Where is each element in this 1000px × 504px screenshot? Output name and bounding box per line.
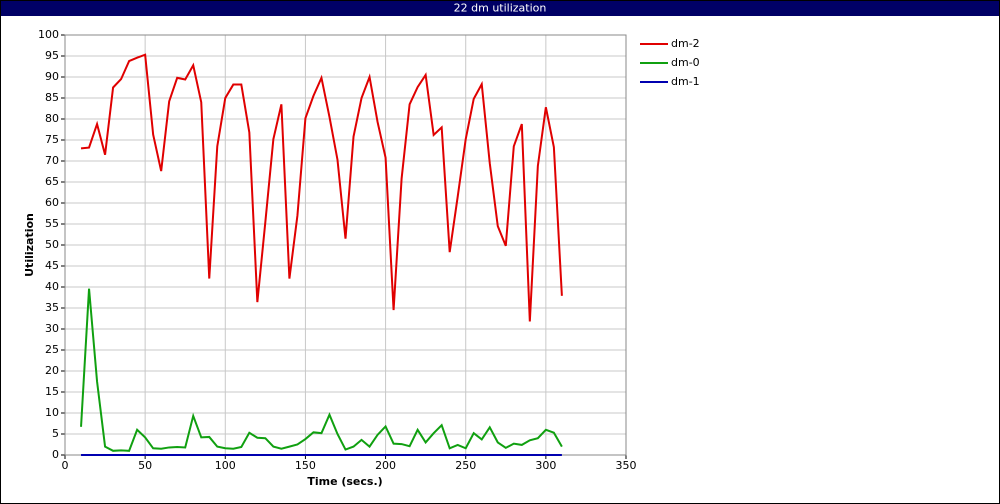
legend-label: dm-2 [671,37,700,50]
title-bar [1,1,999,16]
y-tick-label: 15 [45,385,59,398]
y-tick-label: 95 [45,49,59,62]
y-tick-label: 0 [52,448,59,461]
legend-label: dm-1 [671,75,700,88]
y-tick-label: 25 [45,343,59,356]
y-tick-label: 5 [52,427,59,440]
y-tick-label: 90 [45,70,59,83]
x-tick-label: 300 [535,459,556,472]
x-tick-label: 0 [62,459,69,472]
y-tick-label: 35 [45,301,59,314]
x-tick-label: 50 [138,459,152,472]
y-tick-label: 65 [45,175,59,188]
y-tick-label: 50 [45,238,59,251]
y-tick-label: 75 [45,133,59,146]
y-tick-label: 80 [45,112,59,125]
y-tick-label: 10 [45,406,59,419]
x-tick-label: 350 [616,459,637,472]
y-tick-label: 100 [38,28,59,41]
x-axis-label: Time (secs.) [307,475,382,488]
y-tick-label: 20 [45,364,59,377]
y-tick-label: 55 [45,217,59,230]
x-tick-label: 250 [455,459,476,472]
y-tick-label: 30 [45,322,59,335]
y-tick-label: 60 [45,196,59,209]
series-line [80,53,563,322]
x-tick-label: 150 [295,459,316,472]
y-tick-label: 45 [45,259,59,272]
chart-title: 22 dm utilization [454,2,547,15]
y-axis-label: Utilization [23,213,36,277]
y-tick-label: 40 [45,280,59,293]
y-tick-label: 70 [45,154,59,167]
legend-label: dm-0 [671,56,700,69]
y-tick-label: 85 [45,91,59,104]
x-tick-label: 100 [215,459,236,472]
x-tick-label: 200 [375,459,396,472]
series-line [80,288,563,452]
